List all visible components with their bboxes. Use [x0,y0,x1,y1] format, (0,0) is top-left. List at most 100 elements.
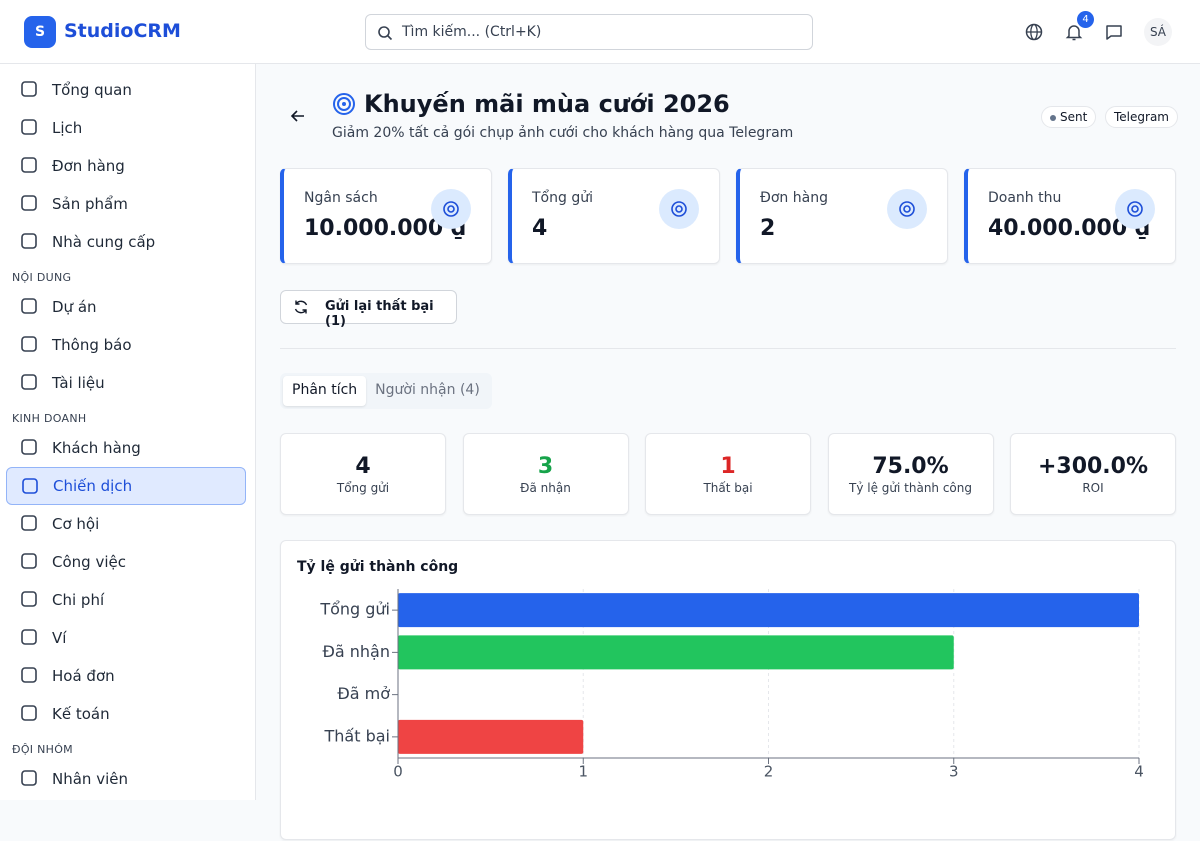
section-title: NỘI DUNG [12,271,72,284]
nav-icon [21,667,37,683]
campaign-icon [333,93,355,115]
nav-icon [21,515,37,531]
metric-value: 4 [355,454,371,479]
stat-icon [659,189,699,229]
nav-item[interactable]: Tổng quan [6,71,246,109]
nav-item[interactable]: Công việc [6,543,246,581]
tabs: Phân tích Người nhận (4) [280,373,492,409]
nav-item[interactable]: Chi phí [6,581,246,619]
stat-value: 4 [532,216,548,241]
notification-badge: 4 [1077,11,1094,28]
stat-card: Đơn hàng 2 [736,168,948,264]
nav-item[interactable]: Cơ hội [6,505,246,543]
nav-label: Chiến dịch [53,477,133,495]
nav-item[interactable]: Sản phẩm [6,185,246,223]
metric-label: ROI [1082,481,1104,495]
x-tick-label: 0 [393,763,403,781]
stat-label: Đơn hàng [760,190,828,206]
section-title: KINH DOANH [12,412,87,425]
stat-icon [431,189,471,229]
tab[interactable]: Phân tích [283,376,367,406]
nav-label: Khách hàng [52,439,141,457]
tab[interactable]: Người nhận (4) [375,382,480,398]
nav-item[interactable]: Lịch [6,109,246,147]
nav-icon [21,770,37,786]
nav-item[interactable]: Nhà cung cấp [6,223,246,261]
metric-value: 3 [537,454,554,479]
nav-item[interactable]: Chiến dịch [6,467,246,505]
stat-glyph [443,201,459,217]
status-text: Sent [1060,110,1088,124]
nav-label: Nhà cung cấp [52,233,156,251]
x-tick-label: 3 [949,763,959,781]
stat-glyph [899,201,915,217]
nav-label: Cơ hội [52,515,100,533]
search-box[interactable]: Tìm kiếm... (Ctrl+K) [365,14,813,50]
stat-value: 2 [760,216,776,241]
language-button[interactable] [1025,23,1043,41]
metric-card: 1 Thất bại [645,433,811,515]
nav-item[interactable]: Hoá đơn [6,657,246,695]
chart-title: Tỷ lệ gửi thành công [297,559,458,575]
nav-item[interactable]: Ví [6,619,246,657]
retry-button[interactable]: Gửi lại thất bại (1) [280,290,457,329]
nav-label: Tài liệu [52,374,105,392]
stat-label: Doanh thu [988,190,1062,206]
nav-label: Lịch [52,119,83,137]
back-button[interactable] [290,108,306,124]
nav-icon [21,553,37,569]
nav-label: Chi phí [52,591,105,609]
x-tick-label: 1 [578,763,588,781]
nav-icon [21,119,37,135]
metric-value: 75.0% [872,454,949,479]
stat-card: Ngân sách 10.000.000 ₫ [280,168,492,264]
retry-label: Gửi lại thất bại (1) [325,299,434,329]
nav-item[interactable]: Dự án [6,288,246,326]
nav-item[interactable]: Tài liệu [6,364,246,402]
search-placeholder: Tìm kiếm... (Ctrl+K) [402,24,542,40]
logo[interactable]: S [24,16,56,48]
channel-pill: Telegram [1105,106,1178,128]
y-tick-label: Đã nhận [322,642,390,661]
metric-label: Đã nhận [520,481,571,495]
nav-item[interactable]: Kế toán [6,695,246,733]
nav-label: Đơn hàng [52,157,125,175]
stat-label: Ngân sách [304,190,378,206]
metric-card: 3 Đã nhận [462,433,629,515]
y-tick-label: Tổng gửi [319,600,390,619]
nav-label: Dự án [52,298,97,316]
metric-label: Thất bại [703,481,753,495]
nav-icon [21,81,37,97]
nav-item[interactable]: Nhân viên [6,760,246,798]
x-tick-label: 2 [764,763,774,781]
app-name[interactable]: StudioCRM [64,20,181,42]
user-avatar[interactable]: SÁ [1144,18,1172,46]
nav-item[interactable]: Thông báo [6,326,246,364]
retry-icon [294,300,308,314]
page-subtitle: Giảm 20% tất cả gói chụp ảnh cưới cho kh… [332,125,794,141]
nav-icon [21,591,37,607]
nav-label: Công việc [52,553,126,571]
nav-item[interactable]: Khách hàng [6,429,246,467]
nav-icon [21,439,37,455]
stat-card: Tổng gửi 4 [508,168,720,264]
bar [398,593,1139,628]
messages-button[interactable] [1105,23,1123,41]
nav-icon [21,233,37,249]
page-title: Khuyến mãi mùa cưới 2026 [364,90,730,118]
chart: Tỷ lệ gửi thành công 0 1 2 3 4 Tổng gửi Đã nhậ… [297,559,1144,781]
nav-icon [21,374,37,390]
y-tick-label: Thất bại [324,726,390,745]
nav-item[interactable]: Đơn hàng [6,147,246,185]
nav-icon [21,705,37,721]
section-title: ĐỘI NHÓM [12,743,73,756]
stat-icon [887,189,927,229]
nav-icon [21,629,37,645]
sidebar: Tổng quan Lịch Đơn hàng Sản phẩm Nhà cung cấ… [0,64,256,800]
nav-label: Thông báo [52,336,132,354]
bar [398,719,584,754]
metric-card: 75.0% Tỷ lệ gửi thành công [827,433,994,515]
nav-label: Hoá đơn [52,667,115,685]
stat-label: Tổng gửi [532,190,593,206]
notification-button[interactable] [1065,23,1083,41]
